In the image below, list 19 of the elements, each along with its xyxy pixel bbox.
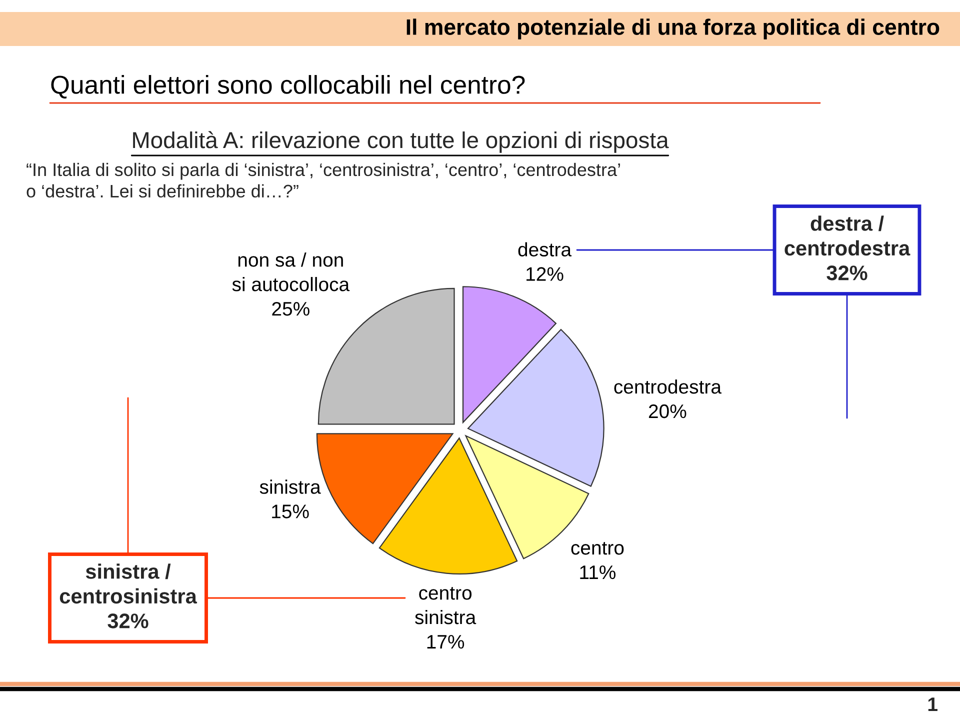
chart-title: Il mercato potenziale di una forza politica di centro	[406, 18, 940, 40]
data-label: 12%	[526, 267, 564, 281]
text: Modalità A: rilevazione con tutte le opzioni di risposta	[133, 131, 669, 153]
slice-label: non sa / non si autocolloca	[232, 252, 350, 292]
text: 1	[928, 698, 938, 712]
data-label: 25%	[272, 302, 310, 316]
data-label: 17%	[427, 635, 464, 649]
text: sinistra / centrosinistra 32%	[60, 564, 198, 628]
slice-label: centro	[571, 542, 624, 555]
slice-label: destra	[518, 242, 572, 256]
data-label: 11%	[580, 565, 616, 580]
slice-label: centro sinistra	[415, 587, 476, 624]
text: destra / centrodestra 32%	[784, 216, 910, 280]
slice-label: centrodestra	[614, 379, 722, 394]
data-label: 20%	[648, 404, 686, 418]
chart-subtitle: Quanti elettori sono collocabili nel centro?	[51, 75, 525, 98]
text: “In Italia di solito si parla di ‘sinistra’, ‘centrosinistra’, ‘centro’, ‘centrodestra’ o ‘destra’. Lei si definirebbe di…?”	[26, 162, 620, 198]
slice-label: sinistra	[260, 480, 321, 494]
data-label: 15%	[272, 504, 309, 518]
